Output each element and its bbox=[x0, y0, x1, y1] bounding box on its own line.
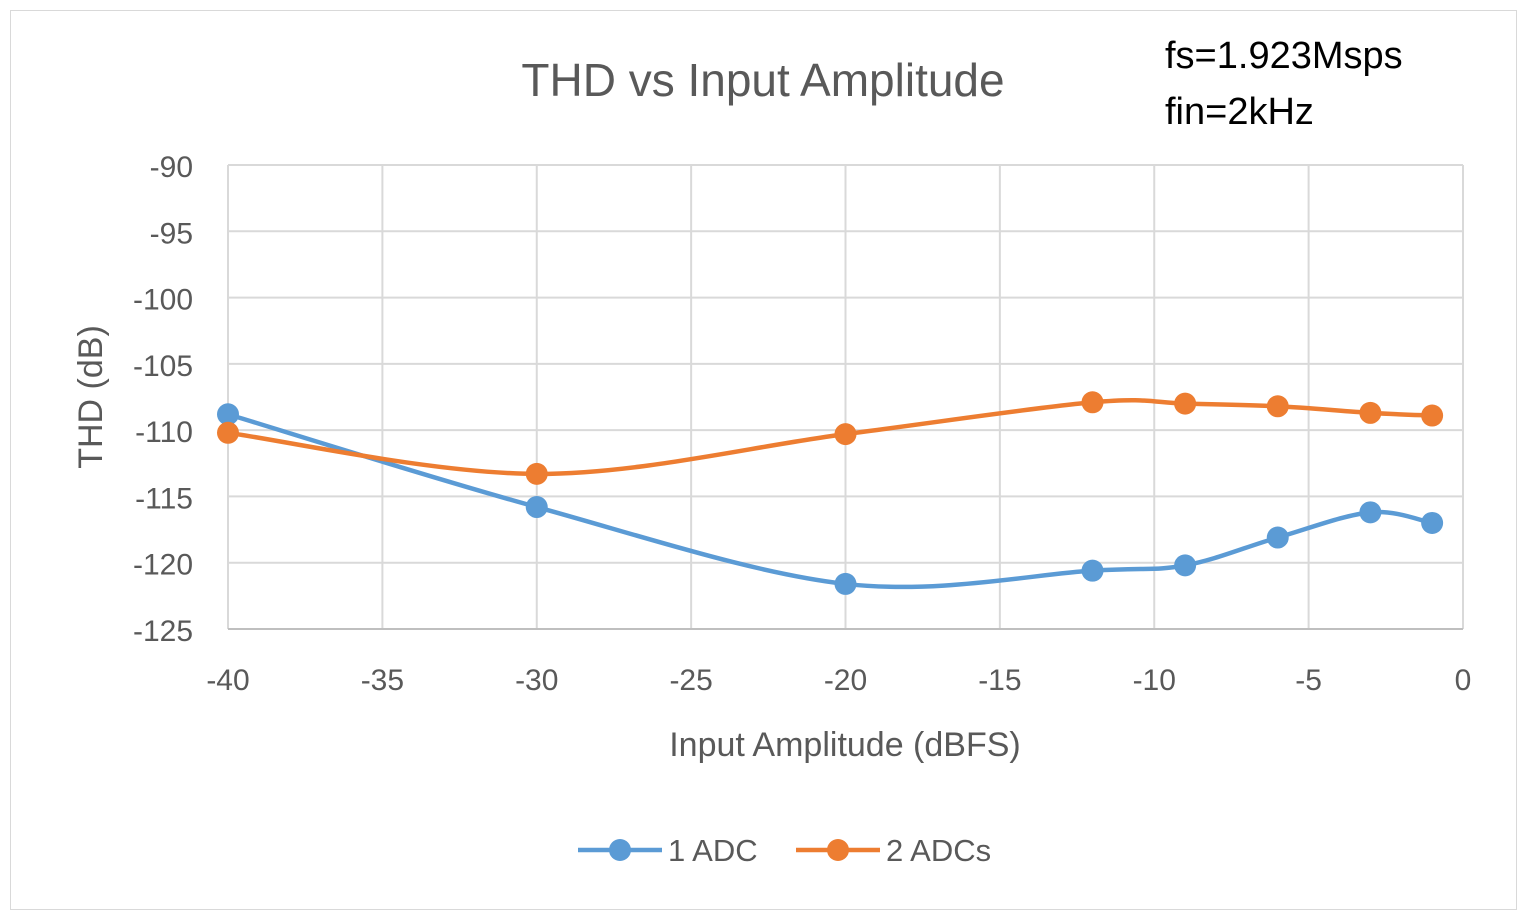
y-tick-label: -125 bbox=[133, 615, 193, 648]
y-tick-label: -105 bbox=[133, 350, 193, 383]
x-tick-label: -30 bbox=[515, 664, 558, 697]
series-line-1 bbox=[227, 412, 1433, 590]
x-tick-label: -10 bbox=[1133, 664, 1176, 697]
x-tick-label: -25 bbox=[669, 664, 712, 697]
data-point bbox=[1174, 392, 1197, 415]
x-tick-label: -20 bbox=[824, 664, 867, 697]
data-point bbox=[525, 462, 548, 485]
annotation-fin: fin=2kHz bbox=[1165, 91, 1314, 133]
legend: 1 ADC 2 ADCs bbox=[578, 833, 991, 868]
axes: -90-95-100-105-110-115-120-125-40 -35 -30-… bbox=[133, 151, 1471, 697]
x-tick-label: 0 bbox=[1455, 664, 1472, 697]
x-tick-label: -15 bbox=[978, 664, 1021, 697]
x-axis-label: Input Amplitude (dBFS) bbox=[669, 726, 1021, 764]
data-point bbox=[1266, 526, 1289, 549]
data-point bbox=[1174, 554, 1197, 577]
legend-label: 2 ADCs bbox=[886, 833, 991, 868]
y-tick-label: -110 bbox=[135, 416, 193, 449]
y-tick-label: -90 bbox=[150, 151, 193, 184]
data-point bbox=[217, 403, 239, 426]
legend-marker bbox=[609, 839, 631, 861]
data-point bbox=[1081, 559, 1104, 582]
annotation-fs: fs=1.923Msps bbox=[1165, 35, 1403, 77]
plot-area bbox=[217, 391, 1444, 595]
data-point bbox=[1421, 404, 1444, 427]
chart-title: THD vs Input Amplitude bbox=[521, 54, 1004, 106]
y-tick-label: -100 bbox=[133, 284, 193, 317]
data-point bbox=[525, 496, 548, 519]
data-point bbox=[834, 572, 857, 595]
data-point bbox=[1359, 501, 1382, 524]
x-tick-label: -35 bbox=[361, 664, 404, 697]
y-tick-label: -120 bbox=[133, 549, 193, 582]
data-point bbox=[834, 423, 857, 446]
data-point bbox=[217, 421, 239, 444]
y-tick-label: -95 bbox=[150, 217, 193, 250]
legend-marker bbox=[827, 839, 849, 861]
chart-frame bbox=[10, 10, 1517, 910]
data-point bbox=[1421, 511, 1444, 534]
x-tick-label: -40 bbox=[206, 664, 249, 697]
data-point bbox=[1359, 401, 1382, 424]
grid bbox=[227, 164, 1464, 630]
legend-label: 1 ADC bbox=[668, 833, 758, 868]
y-axis-label: THD (dB) bbox=[72, 325, 110, 469]
data-point bbox=[1266, 395, 1289, 418]
y-tick-label: -115 bbox=[135, 482, 193, 515]
data-point bbox=[1081, 391, 1104, 414]
series-line-2 bbox=[227, 397, 1433, 477]
x-tick-label: -5 bbox=[1295, 664, 1322, 697]
